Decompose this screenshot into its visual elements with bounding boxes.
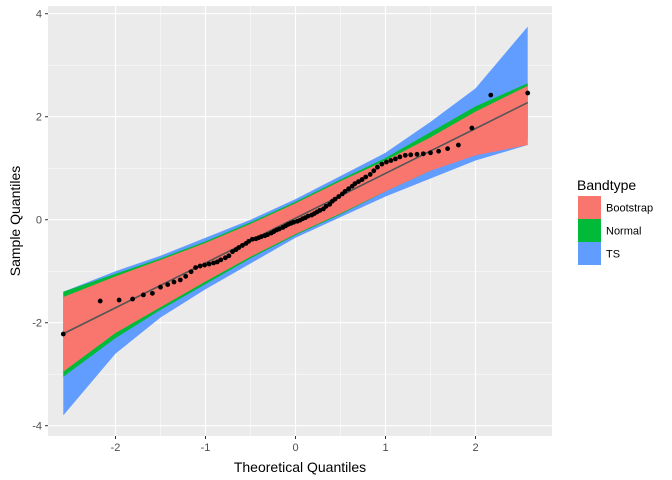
data-point xyxy=(222,255,228,261)
data-point xyxy=(488,92,494,98)
data-point xyxy=(359,177,365,182)
data-point xyxy=(130,296,136,302)
data-point xyxy=(193,265,199,271)
data-point xyxy=(379,161,385,167)
axis-ticks: -2 -1 0 1 2 -4 -2 0 2 4 xyxy=(32,9,478,454)
data-point xyxy=(317,208,323,213)
data-point xyxy=(525,90,531,96)
data-point xyxy=(165,282,171,287)
band-bootstrap xyxy=(63,85,528,372)
data-point xyxy=(367,171,373,177)
x-tick-label: -2 xyxy=(111,442,121,454)
data-point xyxy=(469,125,475,131)
data-point xyxy=(230,249,235,255)
data-point xyxy=(327,201,333,207)
data-point xyxy=(188,269,194,275)
data-point xyxy=(388,158,394,163)
data-point xyxy=(236,245,242,250)
x-tick-label: -1 xyxy=(201,442,211,454)
data-point xyxy=(323,203,329,209)
data-point xyxy=(336,194,342,199)
data-point xyxy=(276,226,282,232)
legend-label-normal: Normal xyxy=(606,226,641,238)
data-point xyxy=(249,236,255,242)
x-tick-label: 0 xyxy=(292,442,298,454)
data-point xyxy=(116,297,122,303)
legend-key-normal xyxy=(578,219,601,242)
data-point xyxy=(141,292,146,298)
data-point xyxy=(408,152,414,158)
data-point xyxy=(150,290,155,296)
data-point xyxy=(240,243,245,248)
data-point xyxy=(384,159,389,165)
data-point xyxy=(445,146,450,152)
data-point xyxy=(342,188,348,194)
qq-reference-line xyxy=(62,101,529,335)
data-point xyxy=(305,213,311,219)
y-tick-label: -2 xyxy=(32,318,42,330)
data-point xyxy=(363,174,369,180)
data-point xyxy=(375,164,380,170)
data-point xyxy=(206,261,212,267)
data-point xyxy=(352,181,358,187)
data-point xyxy=(436,148,441,154)
legend-title: Bandtype xyxy=(577,177,636,193)
data-point xyxy=(211,260,217,266)
data-point xyxy=(97,298,103,304)
data-point xyxy=(428,150,433,156)
data-point xyxy=(291,219,297,225)
x-axis-title: Theoretical Quantiles xyxy=(234,459,366,475)
data-point xyxy=(371,168,377,174)
legend: Bandtype Bootstrap Normal TS xyxy=(577,177,653,265)
data-point xyxy=(218,257,224,263)
data-point xyxy=(60,331,66,337)
data-point xyxy=(177,277,183,283)
y-axis-title: Sample Quantiles xyxy=(7,166,23,277)
data-point xyxy=(197,263,203,269)
data-point xyxy=(414,151,420,157)
data-point xyxy=(420,151,426,157)
legend-key-bootstrap xyxy=(578,196,601,219)
data-points xyxy=(60,90,531,337)
data-point xyxy=(332,196,338,202)
data-point xyxy=(183,273,189,279)
data-point xyxy=(214,259,220,265)
x-tick-label: 1 xyxy=(382,442,388,454)
y-tick-label: 4 xyxy=(36,9,42,21)
data-point xyxy=(393,156,398,162)
y-tick-label: 0 xyxy=(36,215,42,227)
data-point xyxy=(397,154,403,160)
reference-line xyxy=(62,101,529,335)
data-point xyxy=(456,142,461,148)
data-point xyxy=(171,279,177,285)
data-point xyxy=(356,179,361,185)
data-point xyxy=(346,186,351,192)
data-point xyxy=(226,253,232,259)
y-tick-label: 2 xyxy=(36,112,42,124)
data-point xyxy=(258,234,264,240)
legend-label-ts: TS xyxy=(606,249,620,261)
legend-label-bootstrap: Bootstrap xyxy=(606,203,653,215)
legend-key-ts xyxy=(578,242,601,265)
y-tick-label: -4 xyxy=(32,421,42,433)
x-tick-label: 2 xyxy=(472,442,478,454)
data-point xyxy=(402,152,408,158)
data-point xyxy=(246,238,252,244)
data-point xyxy=(265,232,270,238)
data-point xyxy=(158,284,163,290)
data-point xyxy=(202,262,208,268)
